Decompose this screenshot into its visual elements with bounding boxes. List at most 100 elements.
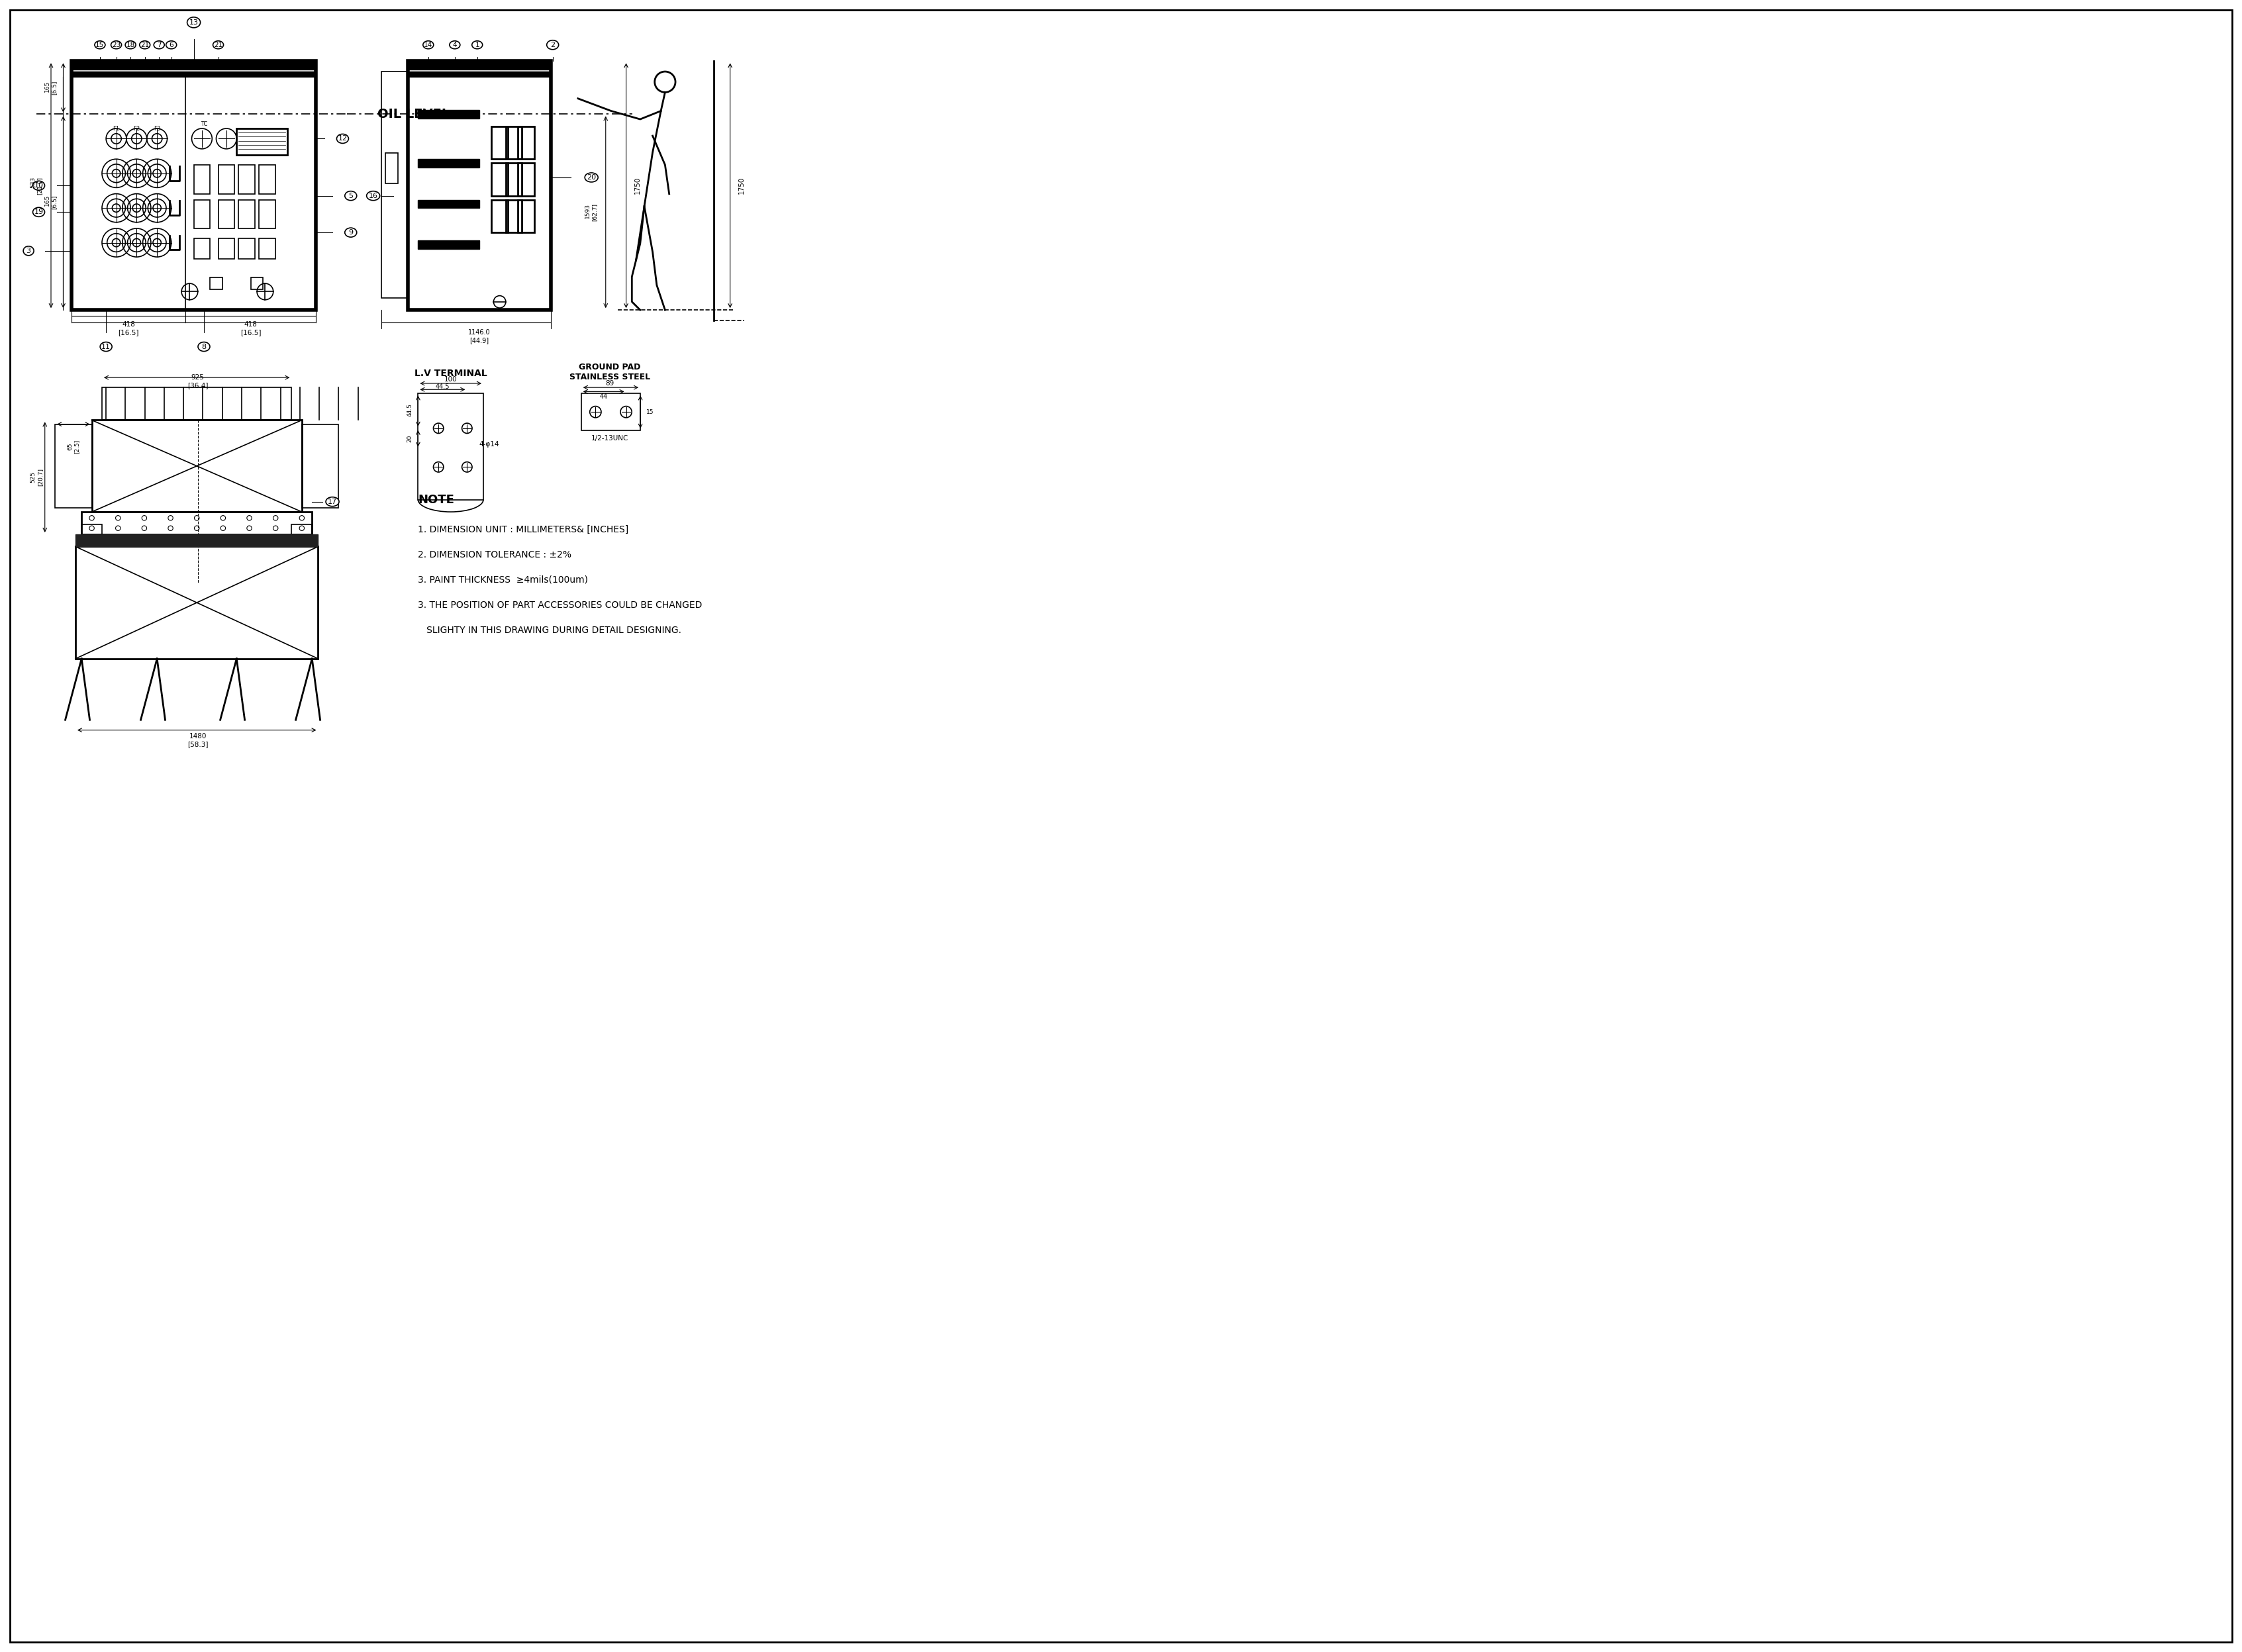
Bar [518,200,534,233]
Bar [417,200,480,208]
Bar [291,524,312,534]
Ellipse shape [186,17,200,28]
Text: 44: 44 [599,393,608,400]
Ellipse shape [471,41,482,50]
Text: 20: 20 [587,173,596,180]
Text: 165
[6.5]: 165 [6.5] [45,195,56,208]
Ellipse shape [448,41,460,50]
Text: 1: 1 [475,41,480,48]
Text: 17: 17 [327,499,336,506]
Ellipse shape [155,41,164,50]
Text: 12: 12 [339,135,348,142]
Bar [92,420,303,512]
Text: OIL LEVEL: OIL LEVEL [377,107,451,121]
Bar [260,238,276,259]
Bar [507,164,522,197]
Text: 925
[36.4]: 925 [36.4] [188,375,209,388]
Text: GROUND PAD: GROUND PAD [578,363,641,372]
Bar [518,164,534,197]
Bar [238,165,256,193]
Bar [386,154,397,183]
Text: F1: F1 [112,126,119,132]
Bar [217,200,235,228]
Bar [408,61,552,69]
Bar [76,534,318,547]
Text: 20: 20 [408,434,413,443]
Ellipse shape [345,228,356,238]
Bar [217,165,235,193]
Text: 13: 13 [188,20,197,26]
Ellipse shape [547,40,558,50]
Bar [76,547,318,659]
Text: STAINLESS STEEL: STAINLESS STEEL [569,373,650,382]
Bar [81,524,101,534]
Ellipse shape [94,41,105,50]
Bar [518,127,534,159]
Text: 1. DIMENSION UNIT : MILLIMETERS& [INCHES]: 1. DIMENSION UNIT : MILLIMETERS& [INCHES… [417,525,628,534]
Text: F2: F2 [132,126,139,132]
Text: 44.5: 44.5 [435,383,451,390]
Text: 19: 19 [34,208,43,215]
Text: 14: 14 [424,41,433,48]
Bar [238,200,256,228]
Ellipse shape [34,182,45,190]
Text: 3. THE POSITION OF PART ACCESSORIES COULD BE CHANGED: 3. THE POSITION OF PART ACCESSORIES COUL… [417,600,702,610]
Bar [81,512,312,534]
Bar [491,164,507,197]
Bar [507,127,522,159]
Text: 11: 11 [101,344,110,350]
Ellipse shape [101,342,112,352]
Ellipse shape [126,41,137,50]
Bar [72,71,316,76]
Bar [72,61,316,311]
Bar [251,278,262,289]
Text: 89: 89 [605,380,614,387]
Bar [193,200,211,228]
Ellipse shape [166,41,177,50]
Text: 23: 23 [112,41,121,48]
Bar [408,71,552,76]
Text: 1593
[62.7]: 1593 [62.7] [585,203,599,221]
Text: 6: 6 [168,41,173,48]
Bar [211,278,222,289]
Text: 4: 4 [453,41,457,48]
Bar [507,200,522,233]
Ellipse shape [110,41,121,50]
Text: 65
[2.5]: 65 [2.5] [67,439,81,454]
Ellipse shape [22,246,34,256]
Bar [56,425,92,507]
Text: 165
[6.5]: 165 [6.5] [45,81,56,94]
Ellipse shape [336,134,348,144]
Text: 418
[16.5]: 418 [16.5] [119,320,139,335]
Bar [417,111,480,119]
Text: 44.5: 44.5 [408,403,413,416]
Bar [303,425,339,507]
Text: NOTE: NOTE [417,494,455,506]
Text: 8: 8 [202,344,206,350]
Text: 525
[20.7]: 525 [20.7] [31,468,43,486]
Bar [408,61,552,311]
Text: 10: 10 [34,182,43,188]
Bar [193,238,211,259]
Bar [193,165,211,193]
Bar [491,200,507,233]
Ellipse shape [325,497,339,506]
Bar [417,393,484,499]
Text: 3. PAINT THICKNESS  ≥4mils(100um): 3. PAINT THICKNESS ≥4mils(100um) [417,575,587,585]
Text: 1146.0
[44.9]: 1146.0 [44.9] [469,329,491,344]
Ellipse shape [368,192,379,200]
Text: TC: TC [200,121,206,127]
Text: 15: 15 [96,41,105,48]
Ellipse shape [345,192,356,200]
Bar [417,241,480,249]
Text: 5: 5 [348,193,352,200]
Text: 100: 100 [444,377,457,383]
Ellipse shape [34,208,45,216]
Text: 1480
[58.3]: 1480 [58.3] [188,733,209,747]
Bar [381,71,408,297]
Text: 21: 21 [141,41,150,48]
Text: 533
[21.0]: 533 [21.0] [29,177,43,195]
Text: 9: 9 [348,230,354,236]
Ellipse shape [424,41,433,50]
Bar [260,200,276,228]
